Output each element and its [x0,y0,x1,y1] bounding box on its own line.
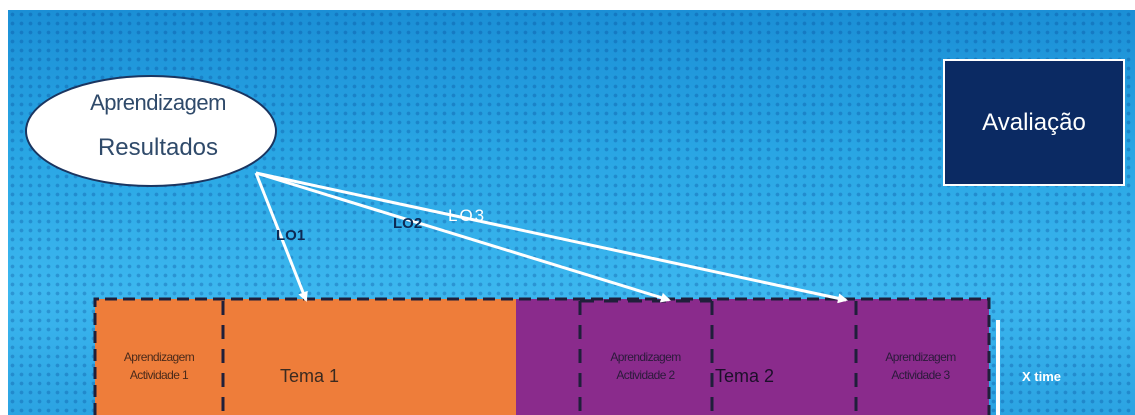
activity1-label: Aprendizagem Actividade 1 [104,348,214,384]
learning-outcomes-line2: Resultados [97,134,219,161]
activity3-label: Aprendizagem Actividade 3 [863,348,978,384]
lo2-label: LO2 [393,215,423,232]
activity2-line2: Actividade 2 [616,368,675,382]
theme2-label: Tema 2 [715,366,775,386]
lo3-label: LO3 [448,206,487,225]
lo3-arrow [255,171,848,304]
diagram-canvas: Aprendizagem Resultados Avaliação LO1 LO… [8,10,1135,415]
x-time-label: X time [1022,369,1062,384]
activity3-line2: Actividade 3 [891,368,950,382]
lo2-arrow [255,171,671,303]
lo1-label: LO1 [276,227,306,244]
activity3-line1: Aprendizagem [885,350,956,364]
theme1-label: Tema 1 [280,366,340,386]
learning-outcomes-ellipse [25,75,277,187]
activity1-line1: Aprendizagem [123,350,195,364]
theme2-block [516,299,989,415]
timeline-outline [93,297,991,415]
evaluation-box: Avaliação [943,59,1125,186]
activity2-frame [578,299,714,415]
evaluation-label: Avaliação [982,108,1086,136]
diagram-svg [25,75,1000,415]
activity1-line2: Actividade 1 [129,368,189,382]
activity2-line1: Aprendizagem [610,350,681,364]
lo1-arrow [254,172,308,302]
learning-outcomes-line1: Aprendizagem [90,90,226,115]
activity2-label: Aprendizagem Actividade 2 [588,348,703,384]
theme1-block [95,299,516,415]
